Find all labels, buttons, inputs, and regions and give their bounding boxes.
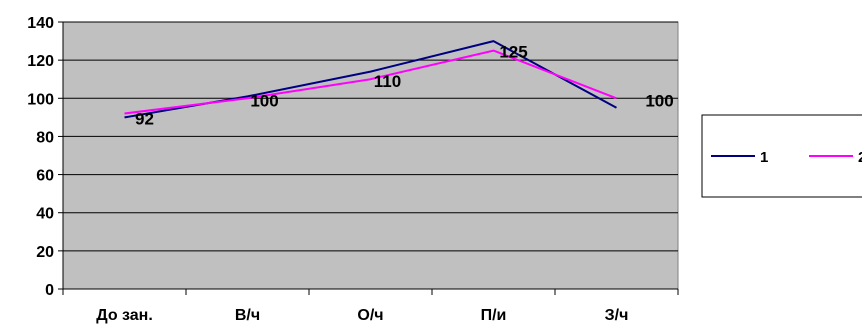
- x-tick-label: В/ч: [235, 307, 260, 324]
- y-axis-ticks: 0 20 40 60 80 100 120 140: [27, 15, 63, 299]
- y-tick-label: 80: [36, 129, 54, 146]
- y-tick-label: 140: [27, 15, 54, 32]
- x-tick-label: О/ч: [357, 307, 383, 324]
- x-tick-label: З/ч: [605, 307, 629, 324]
- y-tick-label: 60: [36, 168, 54, 185]
- y-tick-label: 20: [36, 244, 54, 261]
- data-labels: 92 100 110 125 100: [135, 43, 674, 129]
- plot-area: [62, 21, 679, 290]
- y-tick-label: 100: [27, 91, 54, 108]
- y-tick-label: 120: [27, 53, 54, 70]
- data-label: 100: [645, 91, 673, 110]
- y-tick-label: 40: [36, 206, 54, 223]
- data-label: 92: [135, 110, 154, 129]
- legend-label: 2: [858, 149, 862, 166]
- series-lines: [124, 40, 617, 119]
- data-label: 110: [374, 72, 401, 91]
- series-line-2: [124, 49, 617, 115]
- x-axis-ticks: До зан. В/ч О/ч П/и З/ч: [62, 289, 679, 324]
- data-label: 125: [499, 43, 527, 62]
- gridlines: [63, 21, 678, 252]
- y-tick-label: 0: [45, 282, 54, 299]
- data-label: 100: [250, 91, 278, 110]
- legend: 12: [701, 114, 862, 198]
- legend-label: 1: [760, 149, 768, 166]
- x-tick-label: До зан.: [96, 307, 153, 324]
- x-tick-label: П/и: [481, 307, 507, 324]
- axes: [62, 22, 678, 290]
